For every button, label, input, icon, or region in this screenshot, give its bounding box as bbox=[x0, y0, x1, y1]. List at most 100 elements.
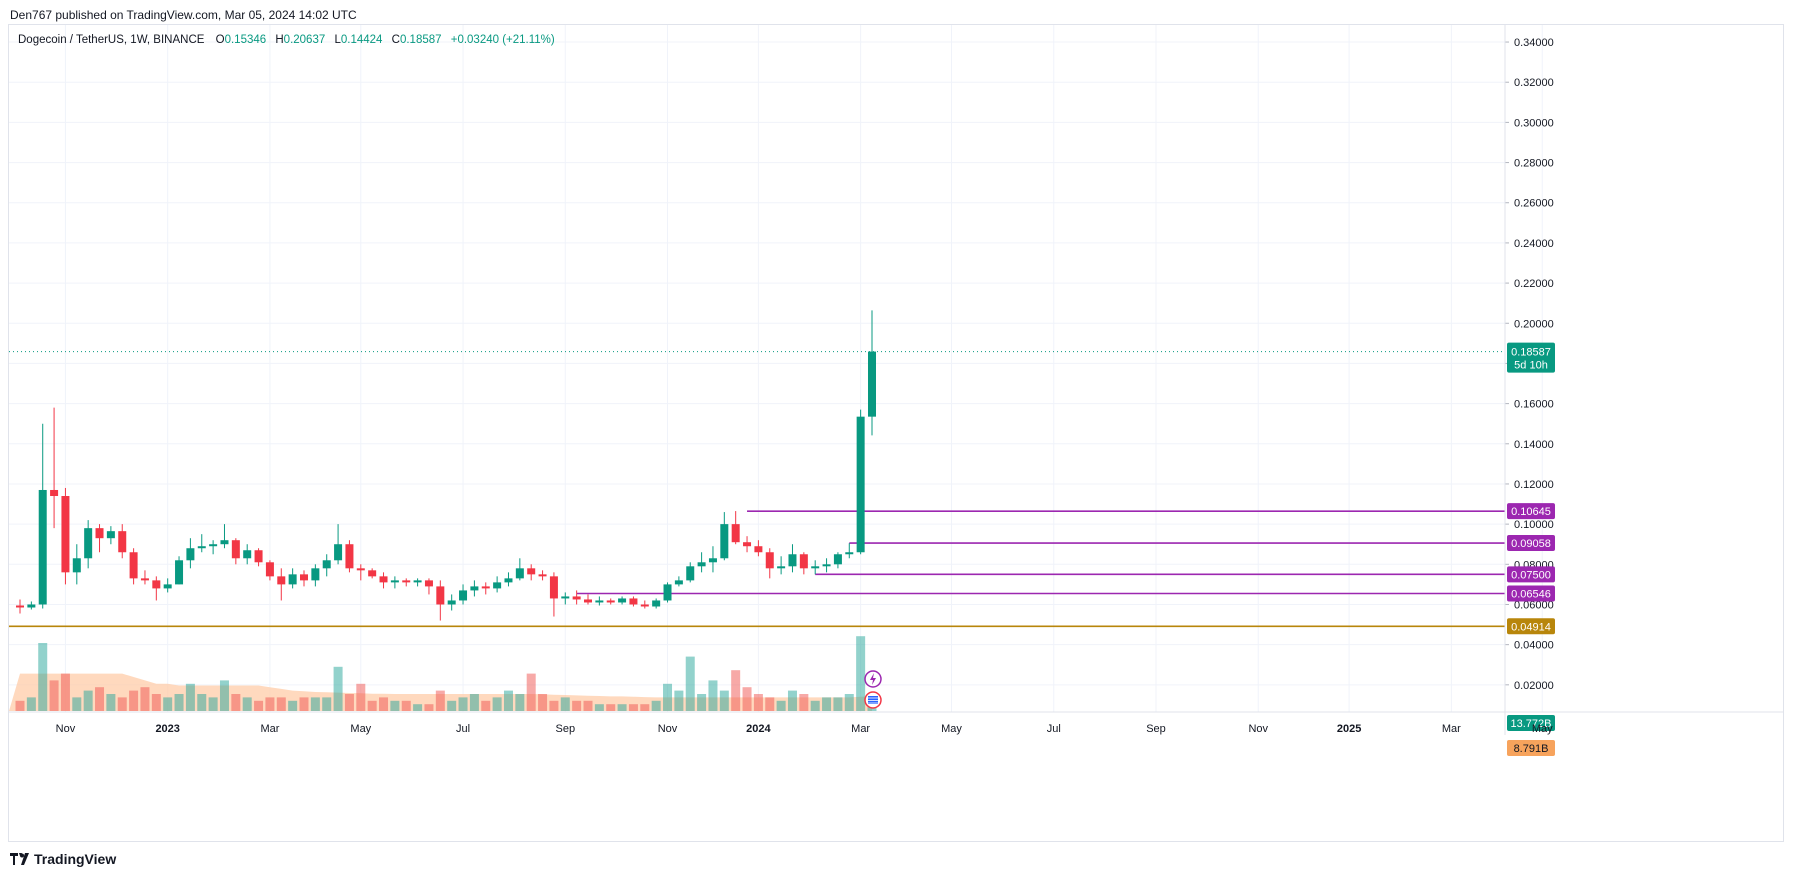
volume-bar bbox=[572, 700, 582, 711]
level-label-box bbox=[1507, 535, 1555, 552]
volume-bar bbox=[413, 704, 423, 711]
volume-bar bbox=[129, 690, 139, 711]
open-value: 0.15346 bbox=[224, 34, 267, 46]
volume-bar bbox=[254, 700, 264, 711]
y-tick-label: 0.32000 bbox=[1514, 77, 1554, 89]
volume-bar bbox=[140, 687, 150, 711]
volume-bar bbox=[174, 694, 184, 711]
volume-bar bbox=[628, 704, 638, 711]
volume-bar bbox=[799, 694, 809, 711]
volume-bar bbox=[458, 697, 468, 711]
volume-bar bbox=[219, 680, 229, 711]
volume-bar bbox=[663, 683, 673, 711]
candle-body bbox=[822, 564, 831, 567]
x-tick-label: Jul bbox=[1047, 723, 1061, 735]
volume-bar bbox=[38, 643, 48, 711]
low-label: L bbox=[334, 34, 341, 46]
volume-bar bbox=[197, 694, 207, 711]
candle-body bbox=[743, 542, 752, 547]
volume-bar bbox=[242, 697, 252, 711]
candle-body bbox=[106, 531, 115, 539]
volume-bar bbox=[481, 700, 491, 711]
close-value: 0.18587 bbox=[399, 34, 442, 46]
candle-body bbox=[424, 580, 433, 587]
x-tick-label: 2025 bbox=[1337, 723, 1361, 735]
y-tick-label: 0.06000 bbox=[1514, 599, 1554, 611]
candle-body bbox=[845, 552, 854, 555]
volume-bar bbox=[617, 704, 627, 711]
volume-bar bbox=[583, 700, 593, 711]
volume-bar bbox=[594, 704, 604, 711]
y-tick-label: 0.16000 bbox=[1514, 399, 1554, 411]
volume-bar bbox=[447, 700, 457, 711]
candle-body bbox=[674, 580, 683, 585]
last-price-box bbox=[1507, 342, 1555, 373]
publisher-line: Den767 published on TradingView.com, Mar… bbox=[10, 8, 357, 22]
tradingview-brand[interactable]: TradingView bbox=[10, 851, 116, 867]
candle-body bbox=[231, 540, 240, 559]
candle-body bbox=[640, 604, 649, 607]
volume-bar bbox=[560, 697, 570, 711]
candle-body bbox=[61, 496, 70, 573]
x-tick-label: Mar bbox=[1442, 723, 1461, 735]
candle-body bbox=[300, 574, 308, 581]
y-tick-label: 0.04000 bbox=[1514, 640, 1554, 652]
high-label: H bbox=[275, 34, 284, 46]
volume-bar bbox=[685, 656, 695, 711]
last-price-countdown: 5d 10h bbox=[1514, 360, 1548, 372]
x-tick-label: Mar bbox=[260, 723, 279, 735]
volume-bar bbox=[810, 700, 820, 711]
volume-bar bbox=[731, 670, 741, 711]
price-axis: 0.020000.040000.060000.080000.100000.120… bbox=[1504, 25, 1555, 756]
lightning-glyph bbox=[870, 673, 876, 685]
level-label-box bbox=[1507, 585, 1555, 602]
volume-bar bbox=[49, 680, 59, 711]
symbol-legend[interactable]: Dogecoin / TetherUS, 1W, BINANCE O0.1534… bbox=[18, 34, 561, 46]
candle-body bbox=[493, 582, 502, 589]
x-tick-label: Mar bbox=[851, 723, 870, 735]
volume-bar bbox=[379, 697, 389, 711]
volume-bars bbox=[15, 636, 877, 711]
volume-bar bbox=[833, 697, 843, 711]
candle-body bbox=[118, 531, 127, 553]
volume-bar bbox=[651, 700, 661, 711]
tradingview-logo-icon bbox=[10, 853, 29, 865]
candle-body bbox=[663, 584, 672, 601]
volume-bar bbox=[822, 697, 832, 711]
y-tick-label: 0.28000 bbox=[1514, 158, 1554, 170]
candle-body bbox=[504, 578, 513, 583]
candle-body bbox=[595, 600, 604, 603]
candle-body bbox=[163, 584, 172, 589]
x-tick-label: May bbox=[1532, 723, 1553, 735]
candle-body bbox=[788, 554, 797, 567]
volume-bar bbox=[697, 694, 707, 711]
y-tick-label: 0.34000 bbox=[1514, 37, 1554, 49]
volume-bar bbox=[72, 697, 82, 711]
x-tick-label: 2023 bbox=[155, 723, 179, 735]
level-label-box bbox=[1507, 503, 1555, 520]
candle-body bbox=[243, 550, 252, 559]
candle-body bbox=[436, 586, 445, 605]
x-tick-label: Jul bbox=[456, 723, 470, 735]
x-tick-label: Nov bbox=[658, 723, 678, 735]
x-tick-label: Nov bbox=[56, 723, 76, 735]
candle-body bbox=[152, 580, 161, 589]
y-tick-label: 0.14000 bbox=[1514, 439, 1554, 451]
candle-body bbox=[27, 604, 36, 608]
volume-bar bbox=[15, 700, 25, 711]
event-markers bbox=[864, 670, 882, 709]
candle-body bbox=[618, 598, 627, 603]
candle-body bbox=[720, 524, 729, 559]
volume-bar bbox=[276, 697, 286, 711]
brand-name: TradingView bbox=[34, 851, 117, 867]
x-tick-label: May bbox=[350, 723, 371, 735]
candle-body bbox=[447, 600, 456, 605]
time-axis: Nov 2023 Mar May Jul Sep Nov 2024 Mar May Jul Sep No… bbox=[9, 711, 1783, 735]
candle-body bbox=[561, 596, 570, 599]
candle-body bbox=[220, 540, 229, 545]
volume-bar bbox=[515, 694, 525, 711]
volume-bar bbox=[765, 697, 775, 711]
volume-bar bbox=[185, 683, 195, 711]
candle-body bbox=[584, 599, 592, 603]
